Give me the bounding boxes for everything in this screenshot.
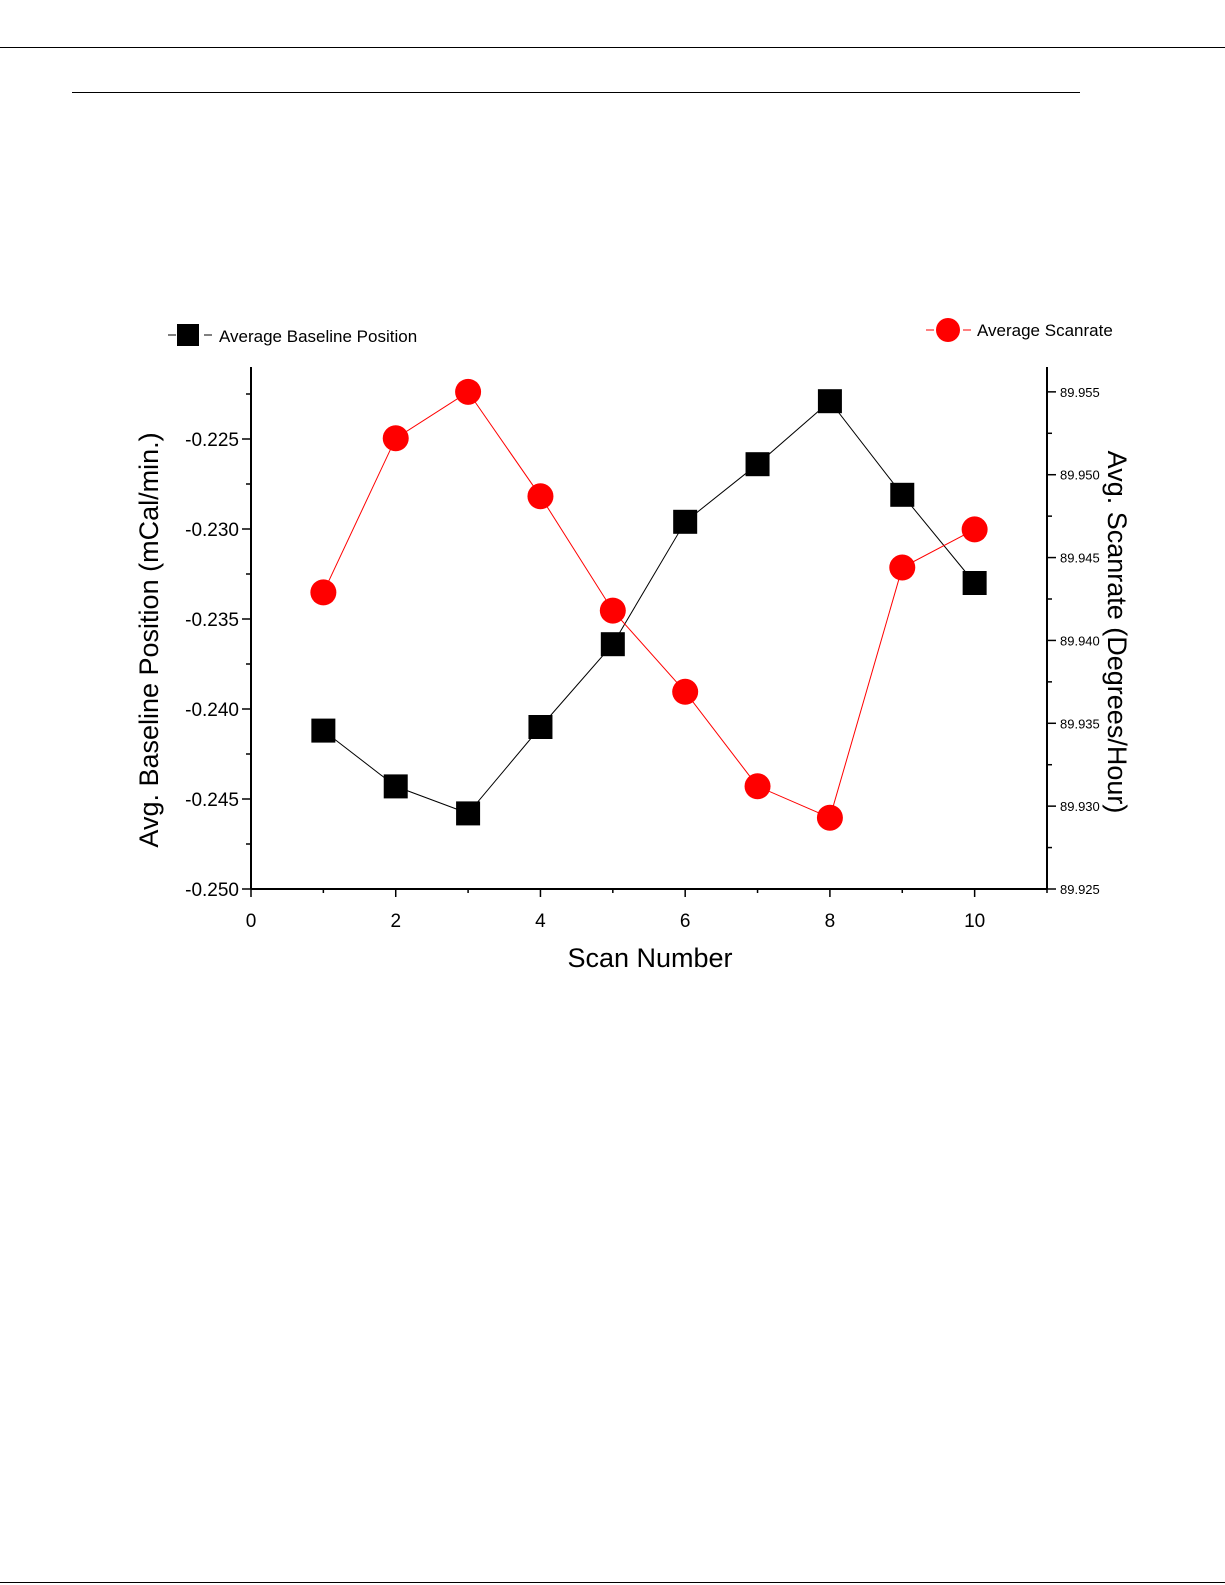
baseline-point [745, 452, 770, 477]
scanrate-point [672, 678, 699, 705]
scanrate-point [382, 425, 409, 452]
x-tick-label: 0 [246, 911, 257, 932]
scanrate-point [599, 597, 626, 624]
baseline-point [456, 801, 481, 826]
y-axis-label: Avg. Baseline Position (mCal/min.) [134, 432, 164, 847]
series-markers [310, 378, 988, 831]
y-tick-label: -0.240 [185, 700, 239, 721]
x-tick-label: 6 [680, 911, 691, 932]
baseline-point [890, 482, 915, 507]
chart-legend: Average Baseline Position Average Scanra… [168, 318, 1113, 346]
scanrate-point [455, 378, 482, 405]
series-lines [322, 391, 975, 819]
baseline-point [311, 718, 336, 743]
scanrate-point [527, 483, 554, 510]
baseline-point [817, 389, 842, 414]
y2-tick-label: 89.945 [1060, 551, 1100, 566]
legend-label-baseline: Average Baseline Position [219, 327, 417, 346]
page-top-rule [0, 47, 1225, 48]
baseline-point [673, 509, 698, 534]
page-bottom-rule [0, 1582, 1225, 1583]
y2-axis-label: Avg. Scanrate (Degrees/Hour) [1102, 451, 1132, 814]
y2-tick-label: 89.930 [1060, 799, 1100, 814]
scanrate-point [744, 773, 771, 800]
scanrate-point [816, 804, 843, 831]
x-tick-label: 10 [964, 911, 985, 932]
legend-label-scanrate: Average Scanrate [977, 321, 1113, 340]
header-rule [72, 92, 1080, 93]
y2-tick-label: 89.950 [1060, 468, 1100, 483]
baseline-point [600, 632, 625, 657]
y2-tick-label: 89.940 [1060, 633, 1100, 648]
legend-circle-marker [936, 318, 960, 342]
series-line-baseline [323, 400, 975, 814]
scanrate-point [310, 579, 337, 606]
x-tick-label: 8 [825, 911, 836, 932]
x-tick-label: 4 [535, 911, 546, 932]
x-tick-label: 2 [390, 911, 401, 932]
series-line-scanrate [322, 391, 975, 819]
chart-axes: 0 2 4 6 8 10 -0.250 -0.245 -0.240 -0.235 -0.230 -0.… [185, 367, 1100, 932]
y-tick-label: -0.250 [185, 880, 239, 901]
baseline-point [383, 774, 408, 799]
y2-tick-label: 89.925 [1060, 882, 1100, 897]
y-tick-label: -0.235 [185, 610, 239, 631]
y2-tick-label: 89.955 [1060, 385, 1100, 400]
scanrate-point [961, 516, 988, 543]
x-axis-label: Scan Number [567, 943, 732, 973]
y-tick-label: -0.225 [185, 430, 239, 451]
legend-square-marker [177, 324, 199, 346]
baseline-point [528, 715, 553, 739]
y2-tick-label: 89.935 [1060, 716, 1100, 731]
y-tick-label: -0.245 [185, 790, 239, 811]
y-tick-label: -0.230 [185, 520, 239, 541]
baseline-point [962, 571, 987, 595]
scanrate-point [889, 554, 916, 581]
